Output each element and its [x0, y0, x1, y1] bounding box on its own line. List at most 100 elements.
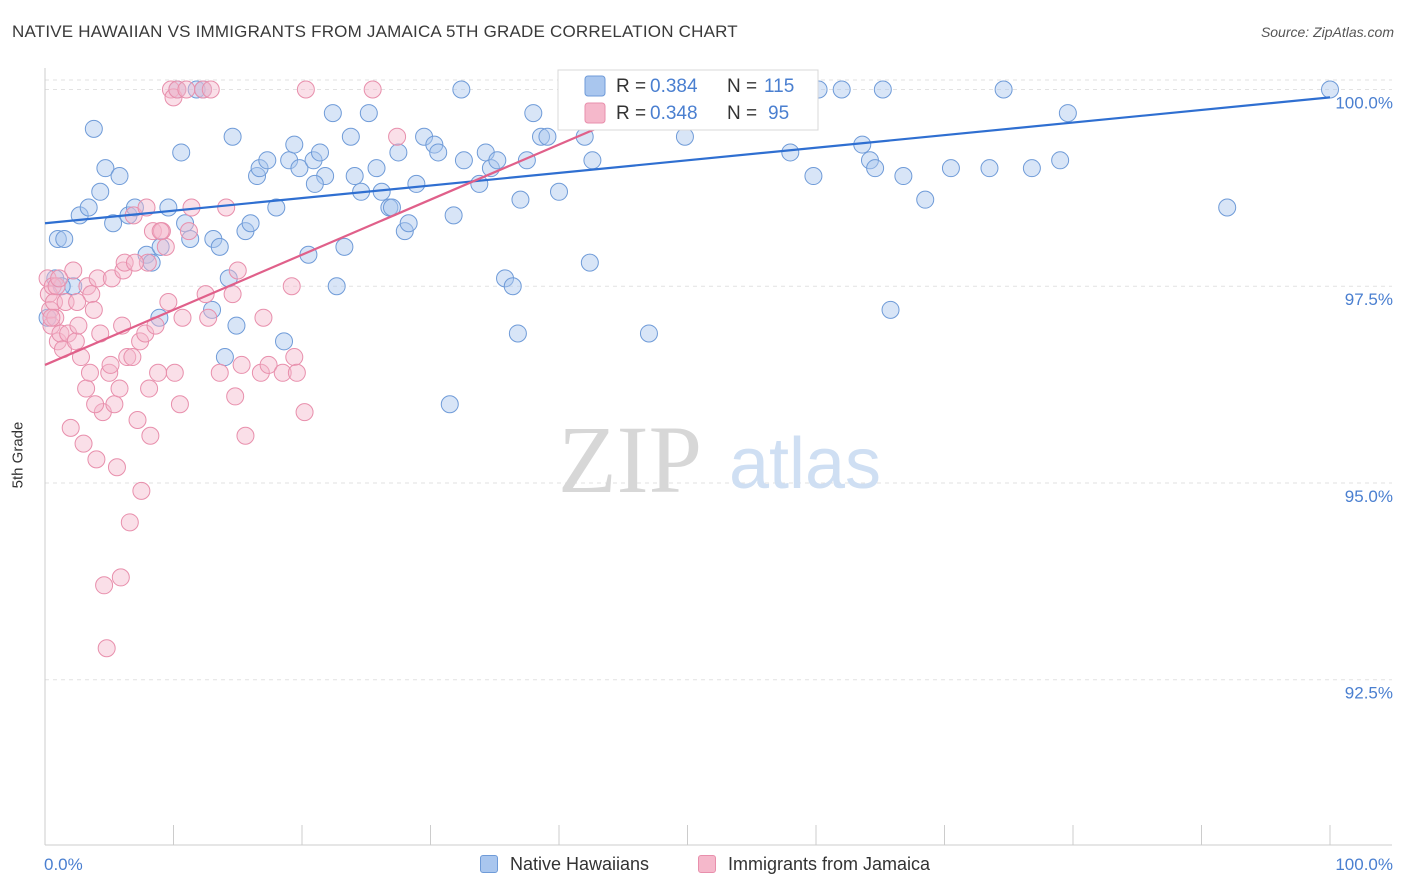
pink-data-point: [151, 222, 170, 241]
blue-data-point: [583, 151, 602, 170]
pink-data-point: [199, 308, 218, 327]
pink-data-point: [80, 363, 99, 382]
blue-data-point: [227, 316, 246, 335]
bottom-legend: Native Hawaiians Immigrants from Jamaica: [0, 850, 1406, 878]
blue-data-point: [511, 190, 530, 209]
pink-data-point: [165, 363, 184, 382]
blue-data-point: [250, 159, 269, 178]
chart-title: NATIVE HAWAIIAN VS IMMIGRANTS FROM JAMAI…: [12, 22, 738, 41]
pink-data-point: [111, 568, 130, 587]
blue-data-point: [980, 159, 999, 178]
pink-data-point: [77, 379, 96, 398]
blue-data-point: [538, 127, 557, 146]
pink-data-point: [282, 277, 301, 296]
blue-data-point: [223, 127, 242, 146]
pink-data-point: [194, 80, 213, 99]
blue-data-point: [639, 324, 658, 343]
blue-data-point: [258, 151, 277, 170]
pink-data-point: [87, 450, 106, 469]
blue-data-point: [496, 269, 515, 288]
pink-data-point: [177, 80, 196, 99]
pink-data-point: [217, 198, 236, 217]
y-tick-label: 97.5%: [1345, 290, 1393, 309]
blue-data-point: [916, 190, 935, 209]
x-tick-label-start: 0.0%: [44, 855, 83, 874]
blue-data-point: [941, 159, 960, 178]
blue-data-point: [359, 104, 378, 123]
pink-data-point: [118, 348, 137, 367]
pink-data-point: [388, 127, 407, 146]
pink-data-point: [201, 80, 220, 99]
pink-data-point: [228, 261, 247, 280]
blue-data-point: [429, 143, 448, 162]
pink-data-point: [132, 481, 151, 500]
pink-data-point: [82, 285, 101, 304]
x-tick-label-end: 100.0%: [1335, 855, 1393, 874]
pink-data-point: [149, 363, 168, 382]
pink-data-point: [251, 363, 270, 382]
legend-swatch-pink: [584, 102, 606, 124]
watermark: ZIP atlas: [558, 406, 881, 513]
blue-data-point: [285, 135, 304, 154]
pink-data-point: [226, 387, 245, 406]
blue-data-point: [323, 104, 342, 123]
legend-n-label-1: N =: [727, 76, 757, 97]
pink-data-point: [107, 458, 126, 477]
blue-data-point: [440, 395, 459, 414]
blue-data-point: [79, 198, 98, 217]
blue-data-point: [1051, 151, 1070, 170]
pink-data-point: [156, 237, 175, 256]
blue-data-point: [55, 230, 74, 249]
blue-data-point: [804, 167, 823, 186]
pink-data-point: [95, 576, 114, 595]
blue-data-point: [881, 300, 900, 319]
pink-data-point: [141, 426, 160, 445]
blue-data-point: [290, 159, 309, 178]
pink-data-point: [296, 80, 315, 99]
blue-data-point: [310, 143, 329, 162]
pink-data-point: [64, 261, 83, 280]
blue-data-point: [524, 104, 543, 123]
pink-data-point: [210, 363, 229, 382]
blue-data-point: [407, 174, 426, 193]
pink-data-point: [50, 269, 69, 288]
pink-data-point: [259, 355, 278, 374]
blue-data-point: [341, 127, 360, 146]
blue-data-point: [832, 80, 851, 99]
pink-data-point: [105, 395, 124, 414]
blue-data-point: [894, 167, 913, 186]
data-points: [38, 80, 1339, 658]
pink-data-point: [115, 253, 134, 272]
legend-r-label-1: R =: [616, 76, 646, 97]
blue-data-point: [488, 151, 507, 170]
y-tick-label: 92.5%: [1345, 684, 1393, 703]
y-tick-label: 100.0%: [1335, 93, 1393, 112]
blue-trend-line: [44, 96, 1331, 225]
blue-data-point: [159, 198, 178, 217]
pink-data-point: [68, 292, 87, 311]
pink-data-point: [125, 253, 144, 272]
blue-data-point: [994, 80, 1013, 99]
pink-data-point: [232, 355, 251, 374]
blue-data-point: [151, 237, 170, 256]
pink-data-point: [159, 292, 178, 311]
stats-legend: R = 0.384 N = 115 R = 0.348 N = 95: [557, 69, 819, 131]
pink-data-point: [66, 332, 85, 351]
blue-data-point: [187, 80, 206, 99]
pink-data-point: [97, 639, 116, 658]
legend-label-immigrants-jamaica: Immigrants from Jamaica: [728, 853, 931, 874]
pink-data-point: [100, 363, 119, 382]
axes: [44, 68, 1392, 846]
pink-data-point: [84, 300, 103, 319]
pink-data-point: [42, 308, 61, 327]
pink-data-point: [170, 395, 189, 414]
legend-r-label-2: R =: [616, 103, 646, 124]
legend-item-native-hawaiians: Native Hawaiians: [480, 850, 649, 878]
gridlines: [45, 79, 1392, 681]
pink-data-point: [254, 308, 273, 327]
pink-data-point: [123, 348, 142, 367]
pink-data-point: [51, 324, 70, 343]
blue-data-point: [399, 214, 418, 233]
blue-data-point: [873, 80, 892, 99]
